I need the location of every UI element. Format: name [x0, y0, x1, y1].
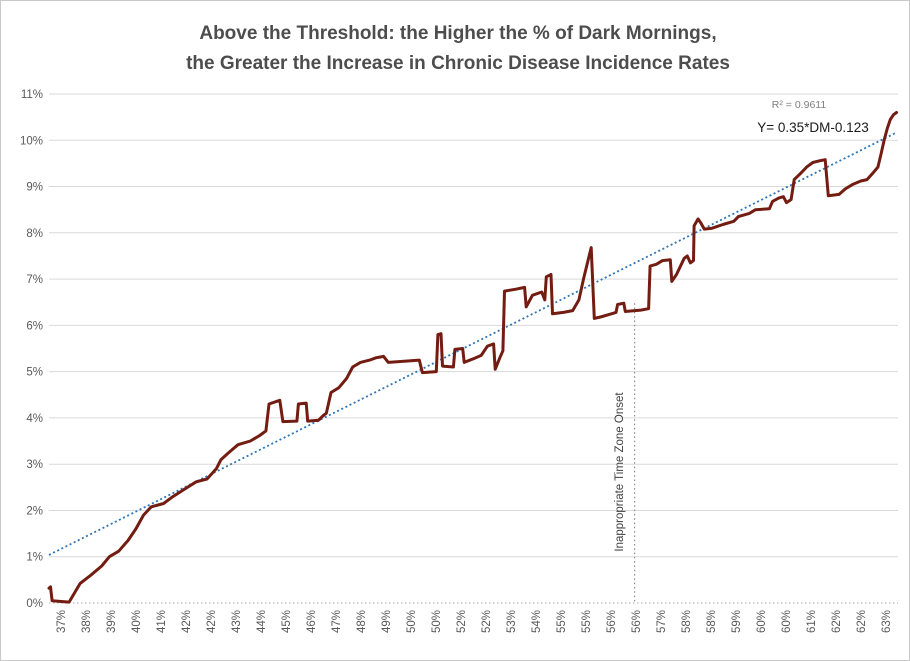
x-tick-label: 59% — [731, 610, 743, 633]
y-tick-label: 10% — [20, 135, 43, 147]
x-tick-label: 60% — [781, 610, 793, 633]
x-tick-label: 56% — [631, 610, 643, 633]
x-tick-label: 42% — [206, 610, 218, 633]
chart-title-line1: Above the Threshold: the Higher the % of… — [199, 23, 716, 44]
r-squared-label: R² = 0.9611 — [772, 99, 827, 111]
chart-title-line2: the Greater the Increase in Chronic Dise… — [186, 53, 730, 74]
gridlines — [49, 93, 898, 604]
x-tick-label: 57% — [656, 610, 668, 633]
y-axis-labels: 0% 1% 2% 3% 4% 5% 6% 7% 8% 9% 10% 11% — [20, 89, 43, 610]
x-tick-label: 50% — [406, 610, 418, 633]
x-tick-label: 46% — [306, 610, 318, 633]
x-tick-label: 52% — [481, 610, 493, 633]
x-tick-label: 41% — [156, 610, 168, 633]
x-tick-label: 40% — [131, 610, 143, 633]
x-tick-label: 56% — [606, 610, 618, 633]
x-tick-label: 61% — [806, 610, 818, 633]
x-tick-label: 38% — [81, 610, 93, 633]
x-tick-label: 58% — [706, 610, 718, 633]
x-tick-label: 47% — [331, 610, 343, 633]
x-tick-label: 37% — [56, 610, 68, 633]
x-tick-label: 45% — [281, 610, 293, 633]
x-tick-label: 48% — [356, 610, 368, 633]
x-tick-label: 44% — [256, 610, 268, 633]
y-tick-label: 9% — [26, 182, 43, 194]
x-tick-label: 49% — [381, 610, 393, 633]
data-series-line — [47, 111, 898, 604]
y-tick-label: 5% — [26, 367, 43, 379]
x-tick-label: 39% — [106, 610, 118, 633]
y-tick-label: 3% — [26, 459, 43, 471]
x-tick-label: 42% — [181, 610, 193, 633]
y-tick-label: 6% — [26, 320, 43, 332]
x-tick-label: 55% — [556, 610, 568, 633]
y-tick-label: 11% — [21, 89, 43, 101]
equation-label: Y= 0.35*DM-0.123 — [757, 120, 868, 135]
x-tick-label: 53% — [506, 610, 518, 633]
x-tick-label: 60% — [756, 610, 768, 633]
x-tick-label: 50% — [431, 610, 443, 633]
y-tick-label: 1% — [26, 552, 43, 564]
y-tick-label: 7% — [26, 274, 43, 286]
x-axis-labels: 37% 38% 39% 40% 41% 42% 42% 43% 44% 45% 46% 47% 48% 4… — [56, 610, 893, 633]
y-tick-label: 0% — [26, 598, 43, 610]
y-tick-label: 8% — [26, 228, 43, 240]
y-tick-label: 2% — [26, 506, 43, 518]
x-tick-label: 58% — [681, 610, 693, 633]
x-tick-label: 43% — [231, 610, 243, 633]
trendline — [48, 132, 896, 556]
x-tick-label: 54% — [531, 610, 543, 633]
x-tick-label: 55% — [581, 610, 593, 633]
y-tick-label: 4% — [26, 413, 43, 425]
x-tick-label: 52% — [456, 610, 468, 633]
x-tick-label: 62% — [856, 610, 868, 633]
x-tick-label: 63% — [881, 610, 893, 633]
reference-line-label: Inappropriate Time Zone Onset — [614, 392, 626, 552]
x-tick-label: 62% — [831, 610, 843, 633]
